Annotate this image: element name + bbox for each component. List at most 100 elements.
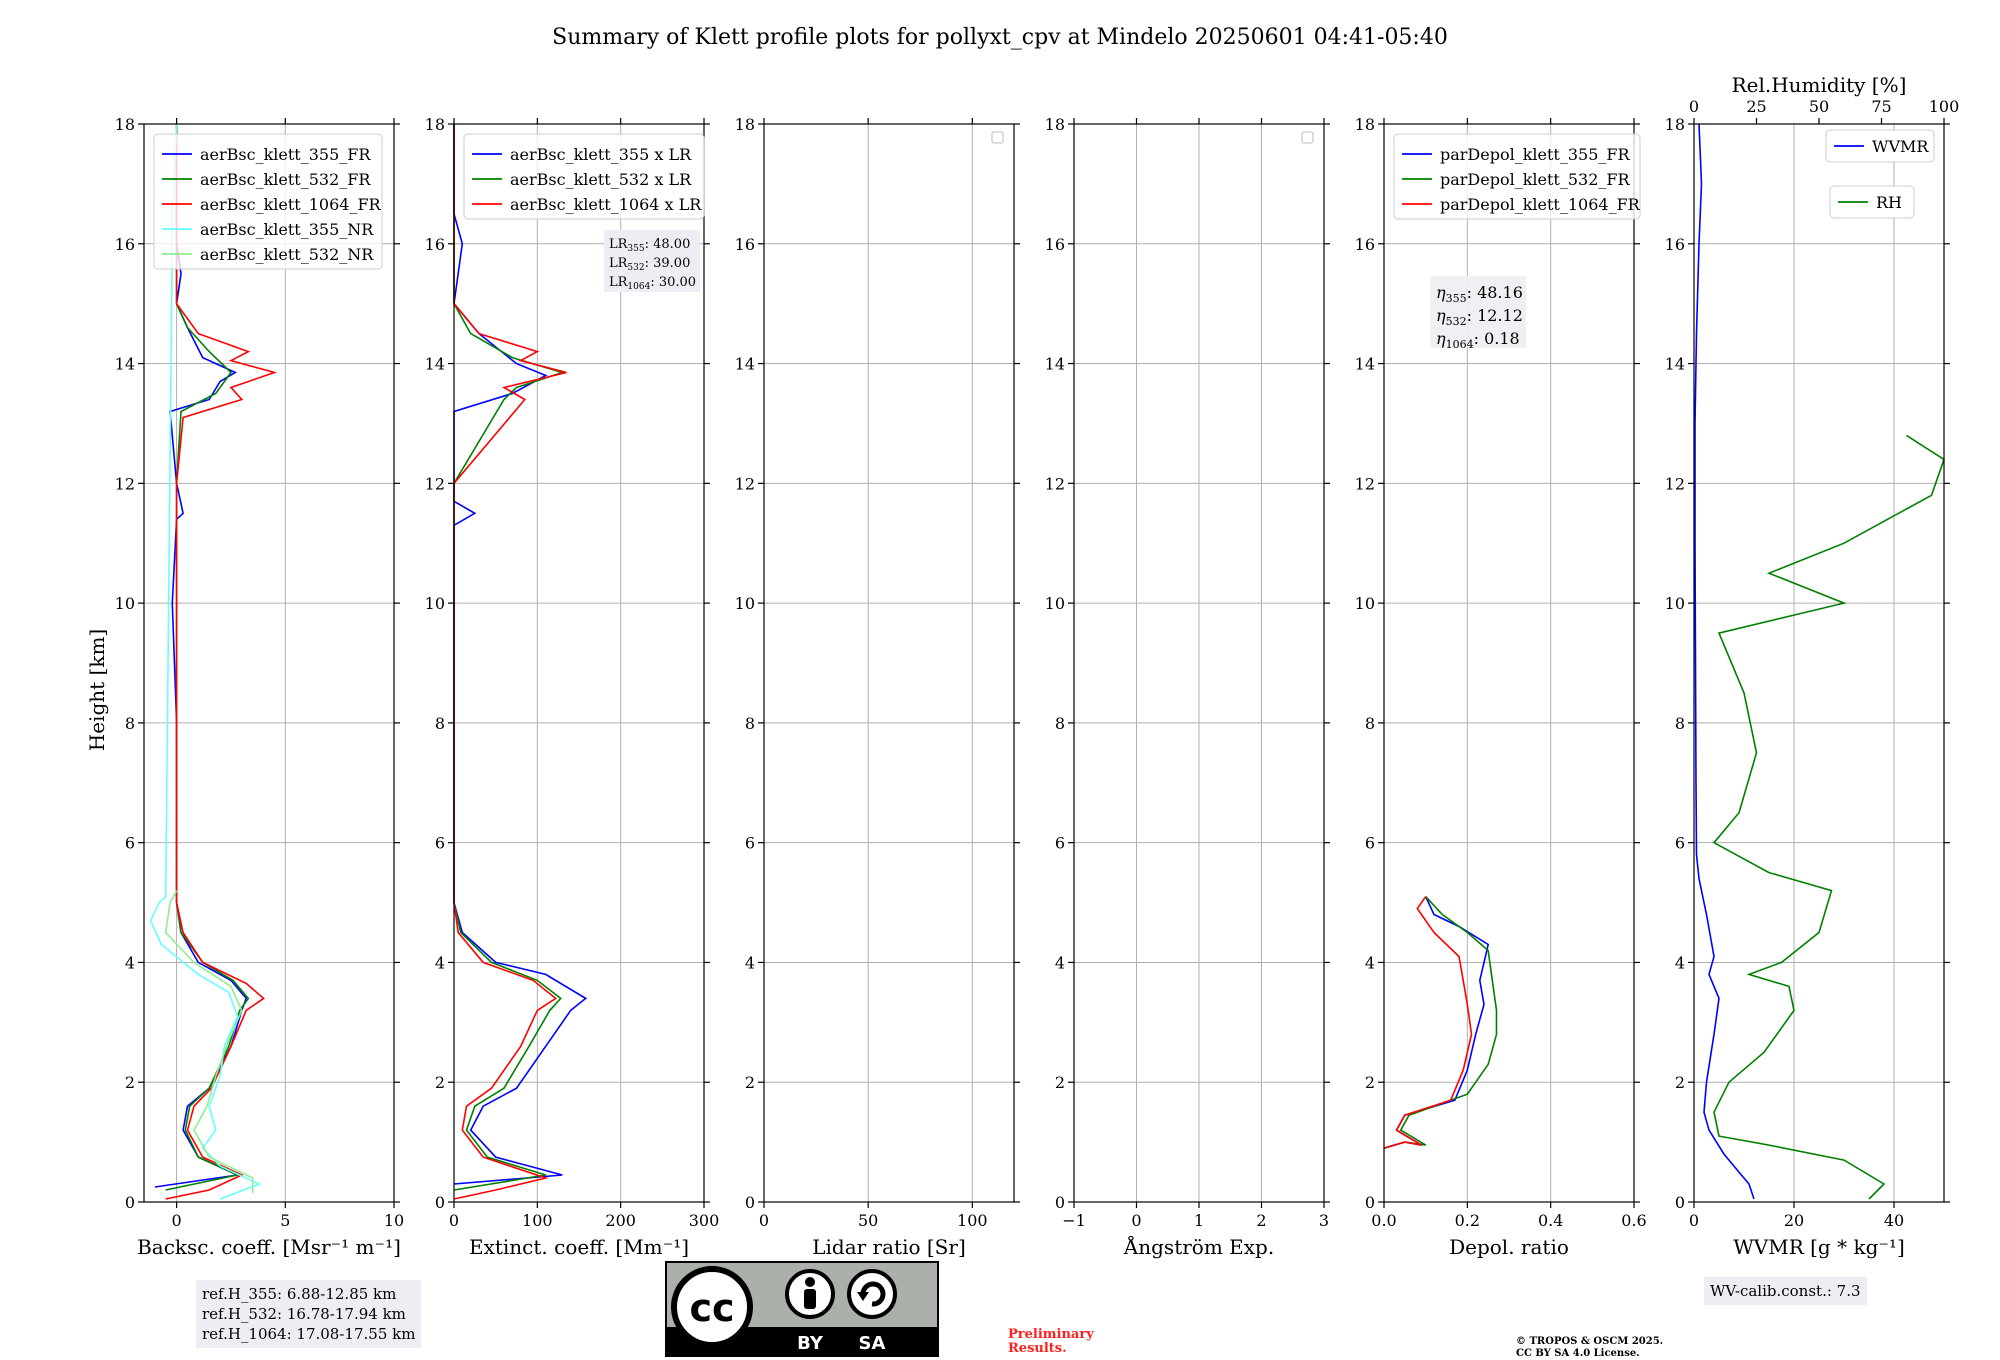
panel-depol: 0 2 4 6 8 10 12 14 16 18 0.0 0.2 0.4 0.6 Depol. ratio p…	[1355, 115, 1647, 1259]
preliminary-line-1: Preliminary	[1008, 1327, 1094, 1342]
y-tick-label: 14	[115, 355, 135, 374]
y-tick-label: 12	[1355, 474, 1375, 493]
legend-entry: aerBsc_klett_532_NR	[200, 245, 374, 264]
y-tick-label: 0	[435, 1193, 445, 1212]
y-tick-label: 6	[435, 834, 445, 853]
x-tick-label: 300	[689, 1211, 720, 1230]
y-tick-label: 0	[1675, 1193, 1685, 1212]
axes-frame	[453, 123, 705, 1203]
legend-entry: aerBsc_klett_1064_FR	[200, 195, 382, 214]
copyright-note: © TROPOS & OSCM 2025. CC BY SA 4.0 Licen…	[1516, 1336, 1663, 1360]
legend-box	[1829, 185, 1915, 219]
x-tick-label: 0.4	[1538, 1211, 1563, 1230]
legend: parDepol_klett_355_FR parDepol_klett_532_…	[1393, 133, 1641, 220]
legend-box	[463, 133, 705, 220]
y-tick-label: 2	[125, 1073, 135, 1092]
series-aerBsc_klett_1064 x LR	[453, 124, 567, 1200]
y-tick-label: 10	[1355, 594, 1375, 613]
series-aerBsc_klett_355 x LR	[453, 124, 588, 1185]
x-tick-label: 10	[384, 1211, 404, 1230]
x-tick-label: 0	[1689, 1211, 1699, 1230]
x-axis-label: Depol. ratio	[1449, 1235, 1569, 1259]
x-axis-label: Extinct. coeff. [Mm⁻¹]	[469, 1235, 689, 1259]
legend-box	[1393, 133, 1641, 220]
cc-logo-icon	[671, 1266, 753, 1348]
y-tick-label: 6	[1675, 834, 1685, 853]
y-tick-label: 2	[1675, 1073, 1685, 1092]
y-tick-label: 14	[1045, 355, 1065, 374]
y-tick-label: 0	[1055, 1193, 1065, 1212]
figure-title: Summary of Klett profile plots for polly…	[552, 25, 1448, 50]
x-tick-label: 0	[449, 1211, 459, 1230]
y-tick-label: 8	[745, 714, 755, 733]
y-tick-label: 18	[425, 115, 445, 134]
legend-wvmr: WVMR	[1825, 129, 1935, 163]
y-tick-label: 2	[745, 1073, 755, 1092]
by-label: BY	[797, 1333, 824, 1354]
y-tick-label: 6	[745, 834, 755, 853]
panel-bsc: 0 2 4 6 8 10 12 14 16 18 0 5 10 Backsc. coeff. [Msr⁻¹…	[115, 115, 405, 1259]
cc-by-sa-badge: cc BY SA	[665, 1261, 939, 1357]
x-tick-label: 40	[1884, 1211, 1904, 1230]
y-tick-label: 8	[1055, 714, 1065, 733]
panel-lr: 0 2 4 6 8 10 12 14 16 18 0 50 100 Lidar ratio [Sr]	[735, 115, 1020, 1259]
legend: aerBsc_klett_355_FR aerBsc_klett_532_FRae…	[153, 133, 383, 270]
ref-heights-box: ref.H_355: 6.88-12.85 km ref.H_532: 16.7…	[196, 1280, 422, 1348]
lidar-ratio-box: LR355: 48.00 LR532: 39.00 LR1064: 30.00	[604, 230, 700, 292]
y-tick-label: 16	[115, 235, 135, 254]
legend-box	[1825, 129, 1935, 163]
y-tick-label: 2	[1365, 1073, 1375, 1092]
cc-logo-text: cc	[689, 1286, 734, 1330]
eta-entry: η355: 48.16	[1436, 283, 1523, 305]
y-tick-label: 6	[125, 834, 135, 853]
y-tick-label: 12	[115, 474, 135, 493]
y-tick-label: 0	[1365, 1193, 1375, 1212]
lidar-ratio-entry: LR532: 39.00	[609, 256, 690, 273]
series-aerBsc_klett_532_NR	[164, 890, 254, 1193]
axes-frame	[143, 123, 395, 1203]
y-tick-label: 14	[1355, 355, 1375, 374]
y-tick-label: 18	[1665, 115, 1685, 134]
series-aerBsc_klett_355_NR	[149, 123, 262, 1200]
y-tick-label: 4	[1675, 953, 1685, 972]
license-line: CC BY SA 4.0 License.	[1516, 1348, 1640, 1359]
wv-calib-box: WV-calib.const.: 7.3	[1704, 1277, 1867, 1305]
x-tick-label: 0.0	[1371, 1211, 1396, 1230]
axes-frame	[763, 123, 1015, 1203]
eta-entry: η532: 12.12	[1436, 306, 1523, 328]
legend-entry: RH	[1876, 193, 1902, 212]
rh-tick-label: 75	[1871, 97, 1891, 116]
y-tick-label: 12	[425, 474, 445, 493]
y-tick-label: 14	[1665, 355, 1685, 374]
legend-box	[153, 133, 383, 270]
y-tick-label: 14	[735, 355, 755, 374]
rh-tick-label: 0	[1689, 97, 1699, 116]
y-tick-label: 16	[1355, 235, 1375, 254]
legend-entry: parDepol_klett_355_FR	[1440, 145, 1631, 164]
legend-entry: aerBsc_klett_1064 x LR	[510, 195, 702, 214]
series-RH	[1712, 434, 1945, 1200]
y-tick-label: 8	[125, 714, 135, 733]
x-tick-label: 0	[172, 1211, 182, 1230]
ref-height-355: ref.H_355: 6.88-12.85 km	[202, 1285, 397, 1303]
y-tick-label: 4	[745, 953, 755, 972]
series-aerBsc_klett_1064_FR	[165, 124, 278, 1200]
y-tick-label: 6	[1055, 834, 1065, 853]
y-tick-label: 18	[735, 115, 755, 134]
series-aerBsc_klett_532_FR	[165, 124, 250, 1191]
legend-entry: aerBsc_klett_532_FR	[200, 170, 371, 189]
x-tick-label: 2	[1256, 1211, 1266, 1230]
ref-height-1064: ref.H_1064: 17.08-17.55 km	[202, 1325, 416, 1343]
x-tick-label: 100	[957, 1211, 988, 1230]
y-tick-label: 4	[1365, 953, 1375, 972]
y-tick-label: 8	[1365, 714, 1375, 733]
preliminary-line-2: Results.	[1008, 1341, 1067, 1356]
x-tick-label: 200	[605, 1211, 636, 1230]
lidar-ratio-entry: LR1064: 30.00	[609, 275, 696, 292]
x-tick-label: −1	[1062, 1211, 1086, 1230]
lidar-ratio-box-bg	[604, 230, 700, 292]
x-axis-label: Lidar ratio [Sr]	[812, 1235, 966, 1259]
y-tick-label: 4	[125, 953, 135, 972]
x-tick-label: 5	[280, 1211, 290, 1230]
